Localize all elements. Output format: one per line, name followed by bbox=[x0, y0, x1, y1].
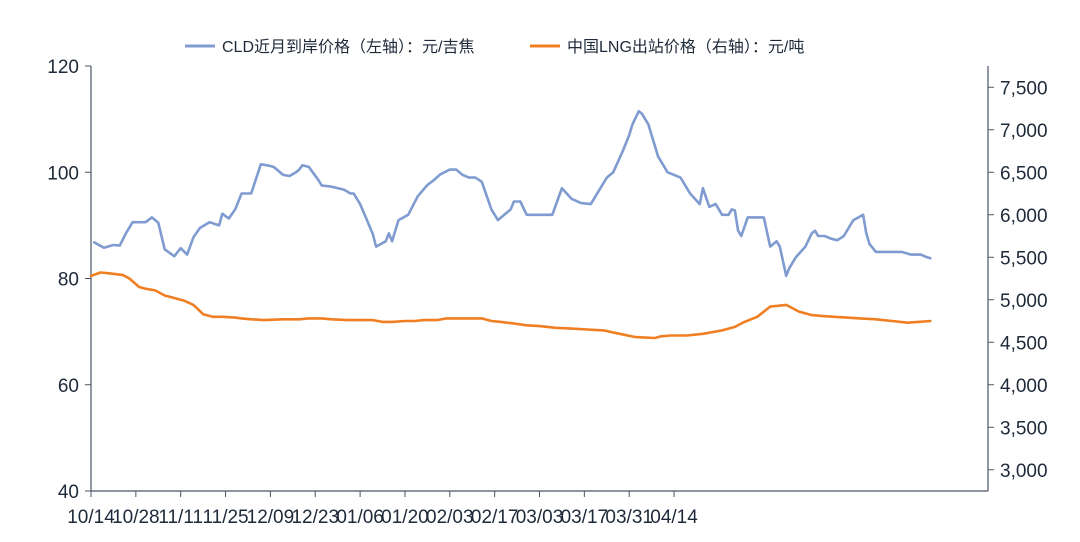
y-left-tick-label: 60 bbox=[58, 376, 79, 397]
y-right-tick-label: 7,500 bbox=[1000, 78, 1048, 99]
y-left-tick-label: 120 bbox=[47, 57, 79, 78]
x-tick-label: 02/17 bbox=[471, 507, 519, 528]
y-left-tick-label: 100 bbox=[47, 163, 79, 184]
legend-label-cld: CLD近月到岸价格（左轴）：元/吉焦 bbox=[222, 38, 474, 56]
plot-area bbox=[89, 109, 932, 340]
series-line-cld bbox=[92, 109, 932, 278]
y-right-tick-label: 6,500 bbox=[1000, 163, 1048, 184]
x-tick-label: 12/09 bbox=[247, 507, 295, 528]
y-left-tick-label: 40 bbox=[58, 482, 79, 503]
x-tick-label: 11/25 bbox=[202, 507, 248, 528]
y-right-tick-label: 3,000 bbox=[1000, 461, 1048, 482]
y-right-tick-label: 7,000 bbox=[1000, 121, 1048, 142]
x-tick-label: 01/06 bbox=[336, 507, 384, 528]
x-tick-label: 04/14 bbox=[650, 507, 698, 528]
x-tick-label: 03/03 bbox=[516, 507, 564, 528]
y-right-tick-label: 4,500 bbox=[1000, 333, 1048, 354]
x-tick-label: 10/14 bbox=[67, 507, 115, 528]
x-tick-label: 03/17 bbox=[561, 507, 609, 528]
x-tick-label: 10/28 bbox=[112, 507, 160, 528]
x-tick-label: 11/11 bbox=[158, 507, 203, 528]
y-right-tick-label: 3,500 bbox=[1000, 418, 1048, 439]
series-line-lng bbox=[89, 271, 932, 340]
x-tick-label: 03/31 bbox=[605, 507, 653, 528]
y-right-tick-label: 5,000 bbox=[1000, 291, 1048, 312]
legend-label-lng: 中国LNG出站价格（右轴）：元/吨 bbox=[567, 38, 804, 56]
x-tick-label: 12/23 bbox=[291, 507, 339, 528]
y-left-tick-label: 80 bbox=[58, 270, 79, 291]
y-right-tick-label: 4,000 bbox=[1000, 376, 1048, 397]
x-tick-label: 02/03 bbox=[426, 507, 474, 528]
legend: CLD近月到岸价格（左轴）：元/吉焦 中国LNG出站价格（右轴）：元/吨 bbox=[185, 38, 804, 56]
y-right-tick-label: 5,500 bbox=[1000, 248, 1048, 269]
x-tick-label: 01/20 bbox=[381, 507, 429, 528]
y-right-tick-label: 6,000 bbox=[1000, 206, 1048, 227]
